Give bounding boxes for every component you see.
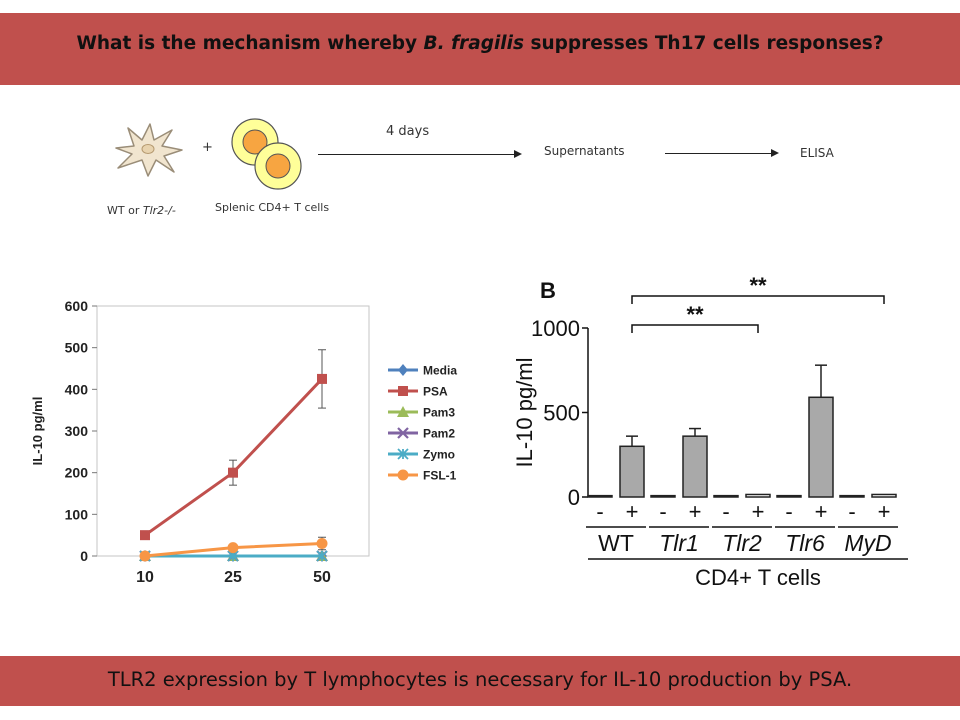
condition-label: - <box>659 499 666 524</box>
point-psa <box>140 530 150 541</box>
point-fsl-1 <box>139 550 151 562</box>
dendritic-cell-icon <box>115 123 183 177</box>
y-tick-label: 1000 <box>531 316 580 341</box>
footer-banner: TLR2 expression by T lymphocytes is nece… <box>0 656 960 706</box>
cell1-label-genotype: Tlr2-/- <box>142 204 176 217</box>
y-tick-label: 100 <box>65 506 89 522</box>
y-tick-label: 300 <box>65 423 89 439</box>
conclusion-text: TLR2 expression by T lymphocytes is nece… <box>107 668 853 691</box>
cell2-label: Splenic CD4+ T cells <box>215 201 330 214</box>
x-tick-label: 25 <box>224 569 242 586</box>
legend-label-pam2: Pam2 <box>423 427 455 441</box>
arrow-1 <box>318 150 522 158</box>
header-banner: What is the mechanism whereby B. fragili… <box>0 13 960 85</box>
x-axis-label: CD4+ T cells <box>695 565 821 590</box>
y-axis-label: IL-10 pg/ml <box>30 397 45 466</box>
title-suffix: suppresses Th17 cells responses? <box>524 33 884 54</box>
bar-tlr1-plus <box>682 435 708 498</box>
group-label-tlr2: Tlr2 <box>722 530 762 556</box>
condition-label: + <box>626 499 639 524</box>
y-tick-label: 600 <box>65 298 89 314</box>
cell1-label: WT or Tlr2-/- <box>107 204 176 217</box>
condition-label: - <box>596 499 603 524</box>
bar-tlr6-minus <box>776 494 802 498</box>
bar-tlr1-minus <box>650 494 676 498</box>
condition-label: + <box>752 499 765 524</box>
x-tick-label: 50 <box>313 569 331 586</box>
condition-label: - <box>785 499 792 524</box>
plus-sign: + <box>202 140 213 155</box>
supernatants-label: Supernatants <box>544 144 625 158</box>
page-title: What is the mechanism whereby B. fragili… <box>0 33 960 54</box>
elisa-label: ELISA <box>800 146 834 160</box>
y-tick-label: 500 <box>65 340 89 356</box>
legend-marker-media <box>398 364 408 376</box>
condition-label: + <box>689 499 702 524</box>
arrow-2 <box>665 149 779 157</box>
legend-marker-zymo <box>397 448 409 460</box>
group-label-tlr1: Tlr1 <box>659 530 699 556</box>
point-fsl-1 <box>227 542 239 554</box>
legend-marker-pam2 <box>397 427 409 439</box>
significance-bracket-2: ** <box>631 273 885 304</box>
y-tick-label: 500 <box>543 401 580 426</box>
legend-marker-psa <box>398 386 408 396</box>
y-tick-label: 400 <box>65 381 89 397</box>
group-label-myd: MyD <box>844 530 891 556</box>
group-label-tlr6: Tlr6 <box>785 530 825 556</box>
condition-label: + <box>878 499 891 524</box>
bar-tlr6-plus <box>808 396 834 498</box>
bracket-line-1 <box>631 324 759 333</box>
point-psa <box>317 373 327 384</box>
group-label-wt: WT <box>598 530 634 556</box>
condition-label: - <box>848 499 855 524</box>
legend-marker-fsl-1 <box>397 469 409 481</box>
title-prefix: What is the mechanism whereby <box>76 33 424 54</box>
bracket-line-2 <box>631 295 885 304</box>
point-psa <box>228 467 238 478</box>
bar-tlr2-minus <box>713 494 739 498</box>
y-axis-label: IL-10 pg/ml <box>512 357 537 467</box>
y-tick-label: 200 <box>65 465 89 481</box>
condition-label: + <box>815 499 828 524</box>
legend-label-psa: PSA <box>423 385 448 399</box>
bar-myd-plus <box>871 493 897 498</box>
bar-tlr2-plus <box>745 493 771 498</box>
plot-area <box>96 305 370 557</box>
legend-marker-pam2-stroke-b <box>397 427 409 439</box>
y-tick-label: 0 <box>80 548 88 564</box>
t-cells-icon <box>231 118 302 190</box>
panel-label: B <box>540 278 556 303</box>
cell1-label-prefix: WT or <box>107 204 143 217</box>
bar-wt-minus <box>587 494 613 498</box>
title-species: B. fragilis <box>423 33 525 54</box>
condition-label: - <box>722 499 729 524</box>
legend-marker-pam3 <box>397 406 409 417</box>
legend-label-fsl-1: FSL-1 <box>423 469 457 483</box>
legend-label-pam3: Pam3 <box>423 406 455 420</box>
legend-label-zymo: Zymo <box>423 448 455 462</box>
duration-label: 4 days <box>386 124 430 139</box>
significance-label-1: ** <box>686 302 704 327</box>
line-chart: 0 100 200 300 400 500 600 10 25 50 IL-10 pg/ml Medi… <box>30 298 457 586</box>
point-fsl-1 <box>316 538 328 549</box>
significance-label-2: ** <box>749 273 767 298</box>
bar-wt-plus <box>619 445 645 498</box>
point-zymo <box>316 550 328 562</box>
bar-panel-background <box>510 268 920 603</box>
x-tick-label: 10 <box>136 569 154 586</box>
significance-bracket-1: ** <box>631 302 759 333</box>
legend-label-media: Media <box>423 364 457 378</box>
y-tick-label: 0 <box>568 485 580 510</box>
bar-myd-minus <box>839 494 865 498</box>
